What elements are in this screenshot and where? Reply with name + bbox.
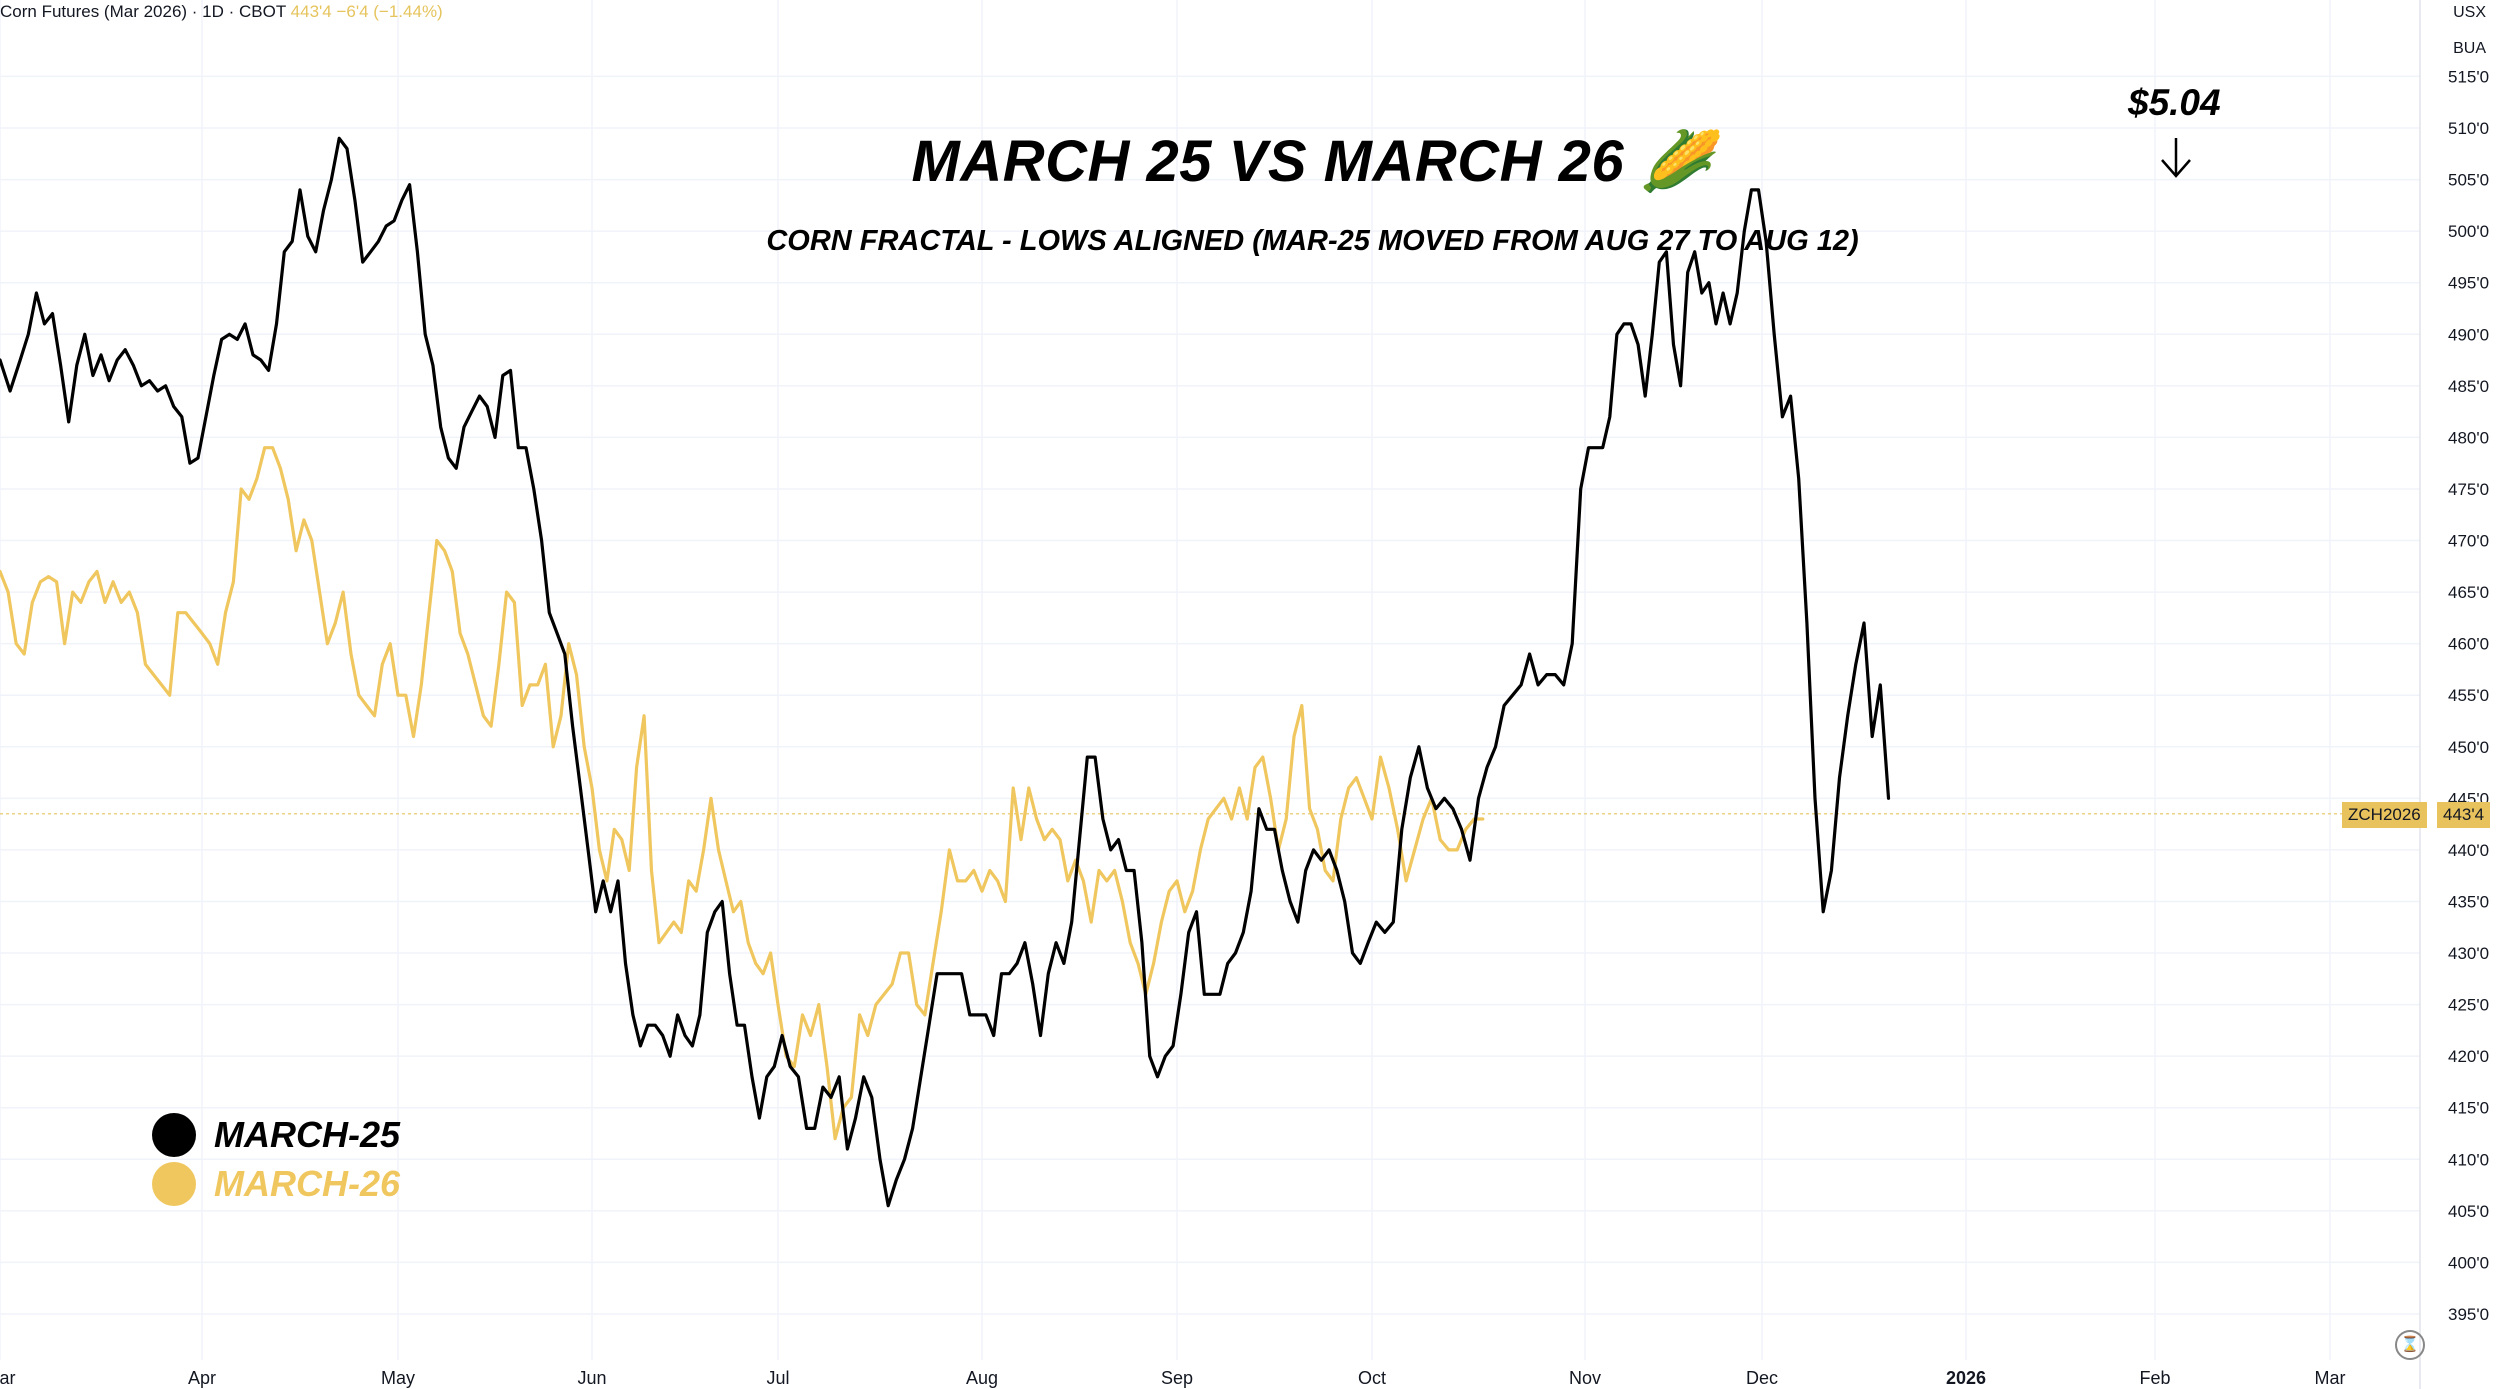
peak-arrow bbox=[2161, 138, 2191, 178]
x-tick-label: Oct bbox=[1358, 1368, 1386, 1388]
y-tick-label: 470'0 bbox=[2448, 532, 2489, 551]
y-tick-label: 450'0 bbox=[2448, 738, 2489, 757]
y-tick-label: 460'0 bbox=[2448, 635, 2489, 654]
x-tick-label: Nov bbox=[1569, 1368, 1601, 1388]
x-tick-label: Sep bbox=[1161, 1368, 1193, 1388]
y-tick-label: 455'0 bbox=[2448, 686, 2489, 705]
x-tick-label: Jul bbox=[766, 1368, 789, 1388]
y-tick-label: 475'0 bbox=[2448, 480, 2489, 499]
x-tick-label: 2026 bbox=[1946, 1368, 1986, 1388]
legend-dot-march26 bbox=[152, 1162, 196, 1206]
y-tick-label: 395'0 bbox=[2448, 1305, 2489, 1324]
currency-unit[interactable]: USX bbox=[2453, 4, 2486, 21]
y-tick-label: 400'0 bbox=[2448, 1253, 2489, 1272]
volume-unit[interactable]: BUA bbox=[2453, 40, 2486, 57]
y-tick-label: 435'0 bbox=[2448, 892, 2489, 911]
y-tick-label: 410'0 bbox=[2448, 1150, 2489, 1169]
y-tick-label: 500'0 bbox=[2448, 222, 2489, 241]
y-tick-label: 405'0 bbox=[2448, 1202, 2489, 1221]
x-tick-label: Apr bbox=[188, 1368, 216, 1388]
grid bbox=[0, 0, 2421, 1389]
legend-dot-march25 bbox=[152, 1113, 196, 1157]
price-change-text: 443'4 −6'4 (−1.44%) bbox=[290, 2, 443, 21]
y-tick-label: 505'0 bbox=[2448, 171, 2489, 190]
y-tick-label: 495'0 bbox=[2448, 274, 2489, 293]
x-tick-label: May bbox=[381, 1368, 415, 1388]
x-tick-label: Aug bbox=[966, 1368, 998, 1388]
legend-item-march25: MARCH-25 bbox=[152, 1111, 400, 1159]
y-tick-label: 485'0 bbox=[2448, 377, 2489, 396]
y-tick-label: 415'0 bbox=[2448, 1099, 2489, 1118]
legend-label-march25: MARCH-25 bbox=[214, 1114, 401, 1155]
timezone-clock-icon[interactable]: ⌛ bbox=[2395, 1330, 2425, 1360]
x-axis: Mar Apr May Jun Jul Aug Sep Oct Nov Dec 2026 Feb Mar bbox=[0, 1368, 2346, 1388]
chart-subtitle: CORN FRACTAL - LOWS ALIGNED (MAR-25 MOVE… bbox=[766, 225, 1859, 257]
legend-item-march26: MARCH-26 bbox=[152, 1160, 400, 1208]
y-tick-label: 480'0 bbox=[2448, 428, 2489, 447]
y-tick-label: 430'0 bbox=[2448, 944, 2489, 963]
series-line-march-25 bbox=[0, 136, 1891, 1208]
x-tick-label: Jun bbox=[577, 1368, 606, 1388]
series-line-march-26 bbox=[0, 446, 1485, 1141]
x-tick-label: Feb bbox=[2139, 1368, 2170, 1388]
series bbox=[0, 136, 1891, 1208]
x-tick-label: Mar bbox=[0, 1368, 16, 1388]
y-axis: 395'0 400'0 405'0 410'0 415'0 420'0 425'0 430'0… bbox=[2448, 67, 2489, 1324]
symbol-header: Corn Futures (Mar 2026) · 1D · CBOT 443'… bbox=[0, 2, 443, 30]
symbol-text: Corn Futures (Mar 2026) · 1D · CBOT bbox=[0, 2, 286, 21]
y-tick-label: 420'0 bbox=[2448, 1047, 2489, 1066]
y-tick-label: 490'0 bbox=[2448, 325, 2489, 344]
x-tick-label: Dec bbox=[1746, 1368, 1778, 1388]
current-price-tag: 443'4 bbox=[2437, 802, 2491, 828]
x-tick-label: Mar bbox=[2315, 1368, 2346, 1388]
y-tick-label: 465'0 bbox=[2448, 583, 2489, 602]
chart-title: MARCH 25 VS MARCH 26 🌽 bbox=[911, 129, 1714, 194]
y-tick-label: 510'0 bbox=[2448, 119, 2489, 138]
peak-annotation: $5.04 bbox=[2128, 82, 2221, 123]
y-tick-label: 425'0 bbox=[2448, 996, 2489, 1015]
y-tick-label: 515'0 bbox=[2448, 67, 2489, 86]
legend-label-march26: MARCH-26 bbox=[214, 1163, 401, 1204]
symbol-tag: ZCH2026 bbox=[2342, 802, 2427, 828]
y-tick-label: 440'0 bbox=[2448, 841, 2489, 860]
